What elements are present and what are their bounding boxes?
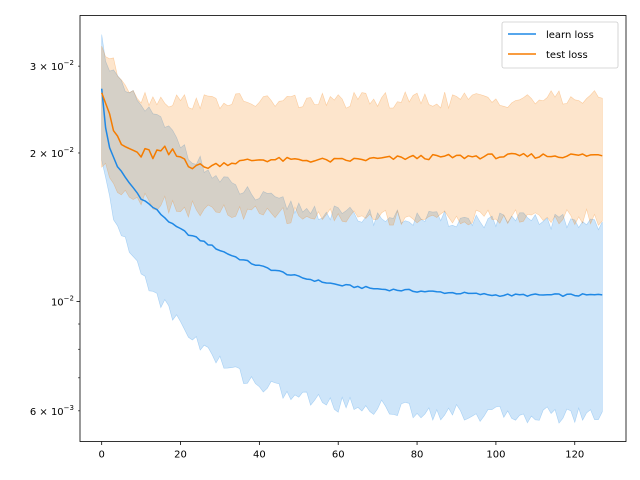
confidence-bands <box>101 34 603 424</box>
x-tick-label: 40 <box>253 450 266 461</box>
x-tick-label: 80 <box>411 450 424 461</box>
y-axis: 10−2 6 × 10−3 2 × 10−2 3 × 10−2 <box>30 59 80 418</box>
x-tick-label: 100 <box>486 450 505 461</box>
x-tick-label: 0 <box>98 450 104 461</box>
band-learn-loss <box>101 34 603 424</box>
legend: learn loss test loss <box>501 21 619 69</box>
line-test-loss <box>100 92 603 170</box>
series-lines <box>100 88 603 298</box>
legend-box <box>501 21 619 69</box>
plot-frame <box>79 15 627 442</box>
y-tick-label: 6 × 10−3 <box>30 404 74 418</box>
y-tick-label: 3 × 10−2 <box>30 59 74 73</box>
y-tick-label: 10−2 <box>51 294 74 308</box>
legend-label-learn-loss: learn loss <box>546 30 594 41</box>
x-axis: 0 20 40 60 80 100 120 <box>98 441 584 461</box>
x-tick-label: 60 <box>332 450 345 461</box>
x-tick-label: 120 <box>565 450 584 461</box>
y-tick-label: 2 × 10−2 <box>30 146 74 160</box>
band-test-loss <box>101 45 603 226</box>
x-tick-label: 20 <box>174 450 187 461</box>
line-learn-loss <box>100 88 603 298</box>
legend-label-test-loss: test loss <box>546 50 588 61</box>
